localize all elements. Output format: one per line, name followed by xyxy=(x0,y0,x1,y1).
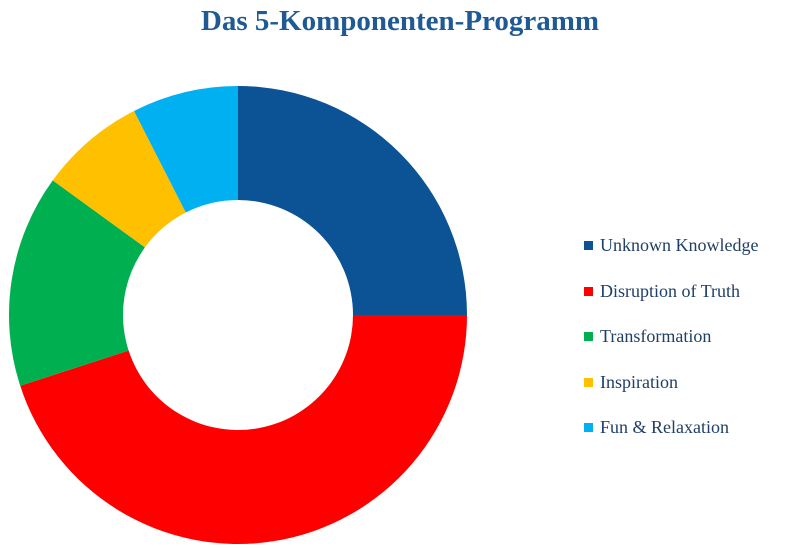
legend-swatch xyxy=(584,241,593,250)
legend-label: Unknown Knowledge xyxy=(600,235,759,255)
legend-label: Inspiration xyxy=(600,371,678,392)
donut-slices xyxy=(9,86,467,545)
donut-slice-5 xyxy=(134,86,238,213)
legend-label: Transformation xyxy=(600,326,712,346)
legend-label: Disruption of Truth xyxy=(600,280,741,301)
legend-label: Fun & Relaxation xyxy=(600,417,729,437)
legend-swatch xyxy=(584,286,593,296)
chart-title: Das 5-Komponenten-Programm xyxy=(200,5,600,37)
donut-slice-4 xyxy=(52,110,186,248)
legend-swatch xyxy=(584,377,593,387)
donut-slice-2 xyxy=(20,315,467,545)
donut-slice-1 xyxy=(238,86,467,315)
legend-swatch xyxy=(584,332,593,341)
legend-swatch xyxy=(584,423,593,432)
donut-slice-3 xyxy=(9,180,145,386)
